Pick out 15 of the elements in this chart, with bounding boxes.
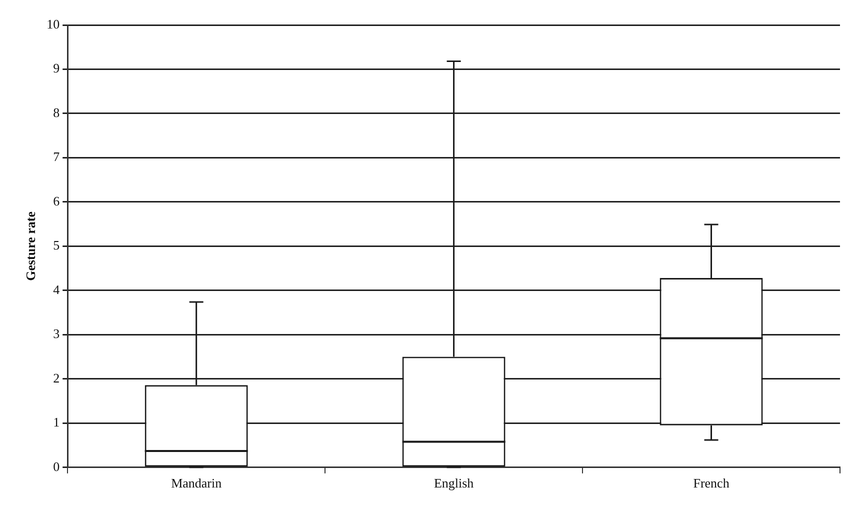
y-tick-label: 3 — [53, 326, 60, 342]
x-tick-label: Mandarin — [171, 476, 222, 491]
y-tick-label: 1 — [53, 414, 60, 430]
y-tick-label: 2 — [53, 370, 60, 386]
y-tick-label: 10 — [46, 16, 60, 32]
y-tick-label: 5 — [53, 238, 60, 253]
y-tick-label: 9 — [53, 60, 60, 76]
y-axis-title: Gesture rate — [23, 211, 38, 281]
y-tick-label: 0 — [53, 458, 60, 474]
x-tick-label: English — [434, 476, 474, 491]
y-tick-label: 4 — [53, 282, 60, 297]
y-tick-label: 6 — [53, 193, 60, 208]
y-tick-label: 7 — [53, 149, 60, 164]
y-tick-label: 8 — [53, 104, 60, 120]
x-tick-label: French — [693, 476, 730, 491]
